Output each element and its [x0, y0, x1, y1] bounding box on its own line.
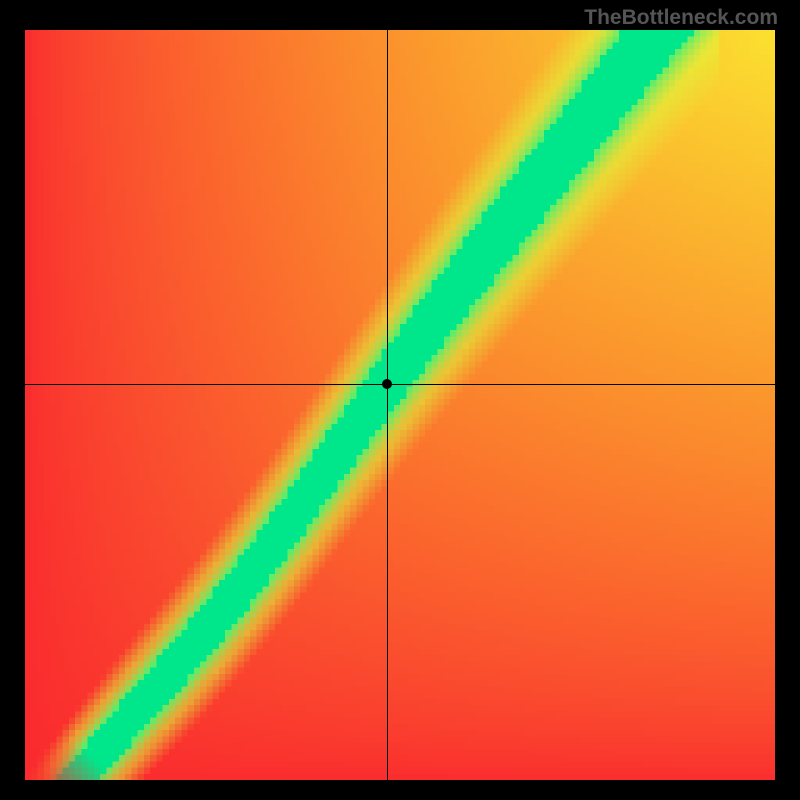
crosshair-vertical [387, 30, 388, 780]
watermark-text: TheBottleneck.com [584, 6, 778, 30]
chart-frame: { "watermark": { "text": "TheBottleneck.… [0, 0, 800, 800]
crosshair-horizontal [25, 384, 775, 385]
heatmap-canvas [25, 30, 775, 780]
